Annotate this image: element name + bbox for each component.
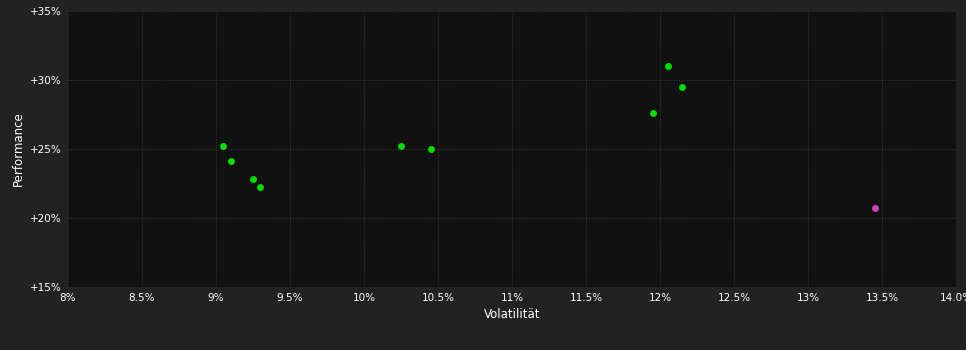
Point [423,146,439,152]
Point [660,63,675,69]
Point [223,159,239,164]
Point [674,84,690,89]
Point [393,143,409,149]
Point [867,205,883,211]
Point [245,176,261,182]
Point [215,143,231,149]
Y-axis label: Performance: Performance [12,111,25,186]
Point [645,110,661,116]
Point [252,185,268,190]
X-axis label: Volatilität: Volatilität [484,308,540,321]
